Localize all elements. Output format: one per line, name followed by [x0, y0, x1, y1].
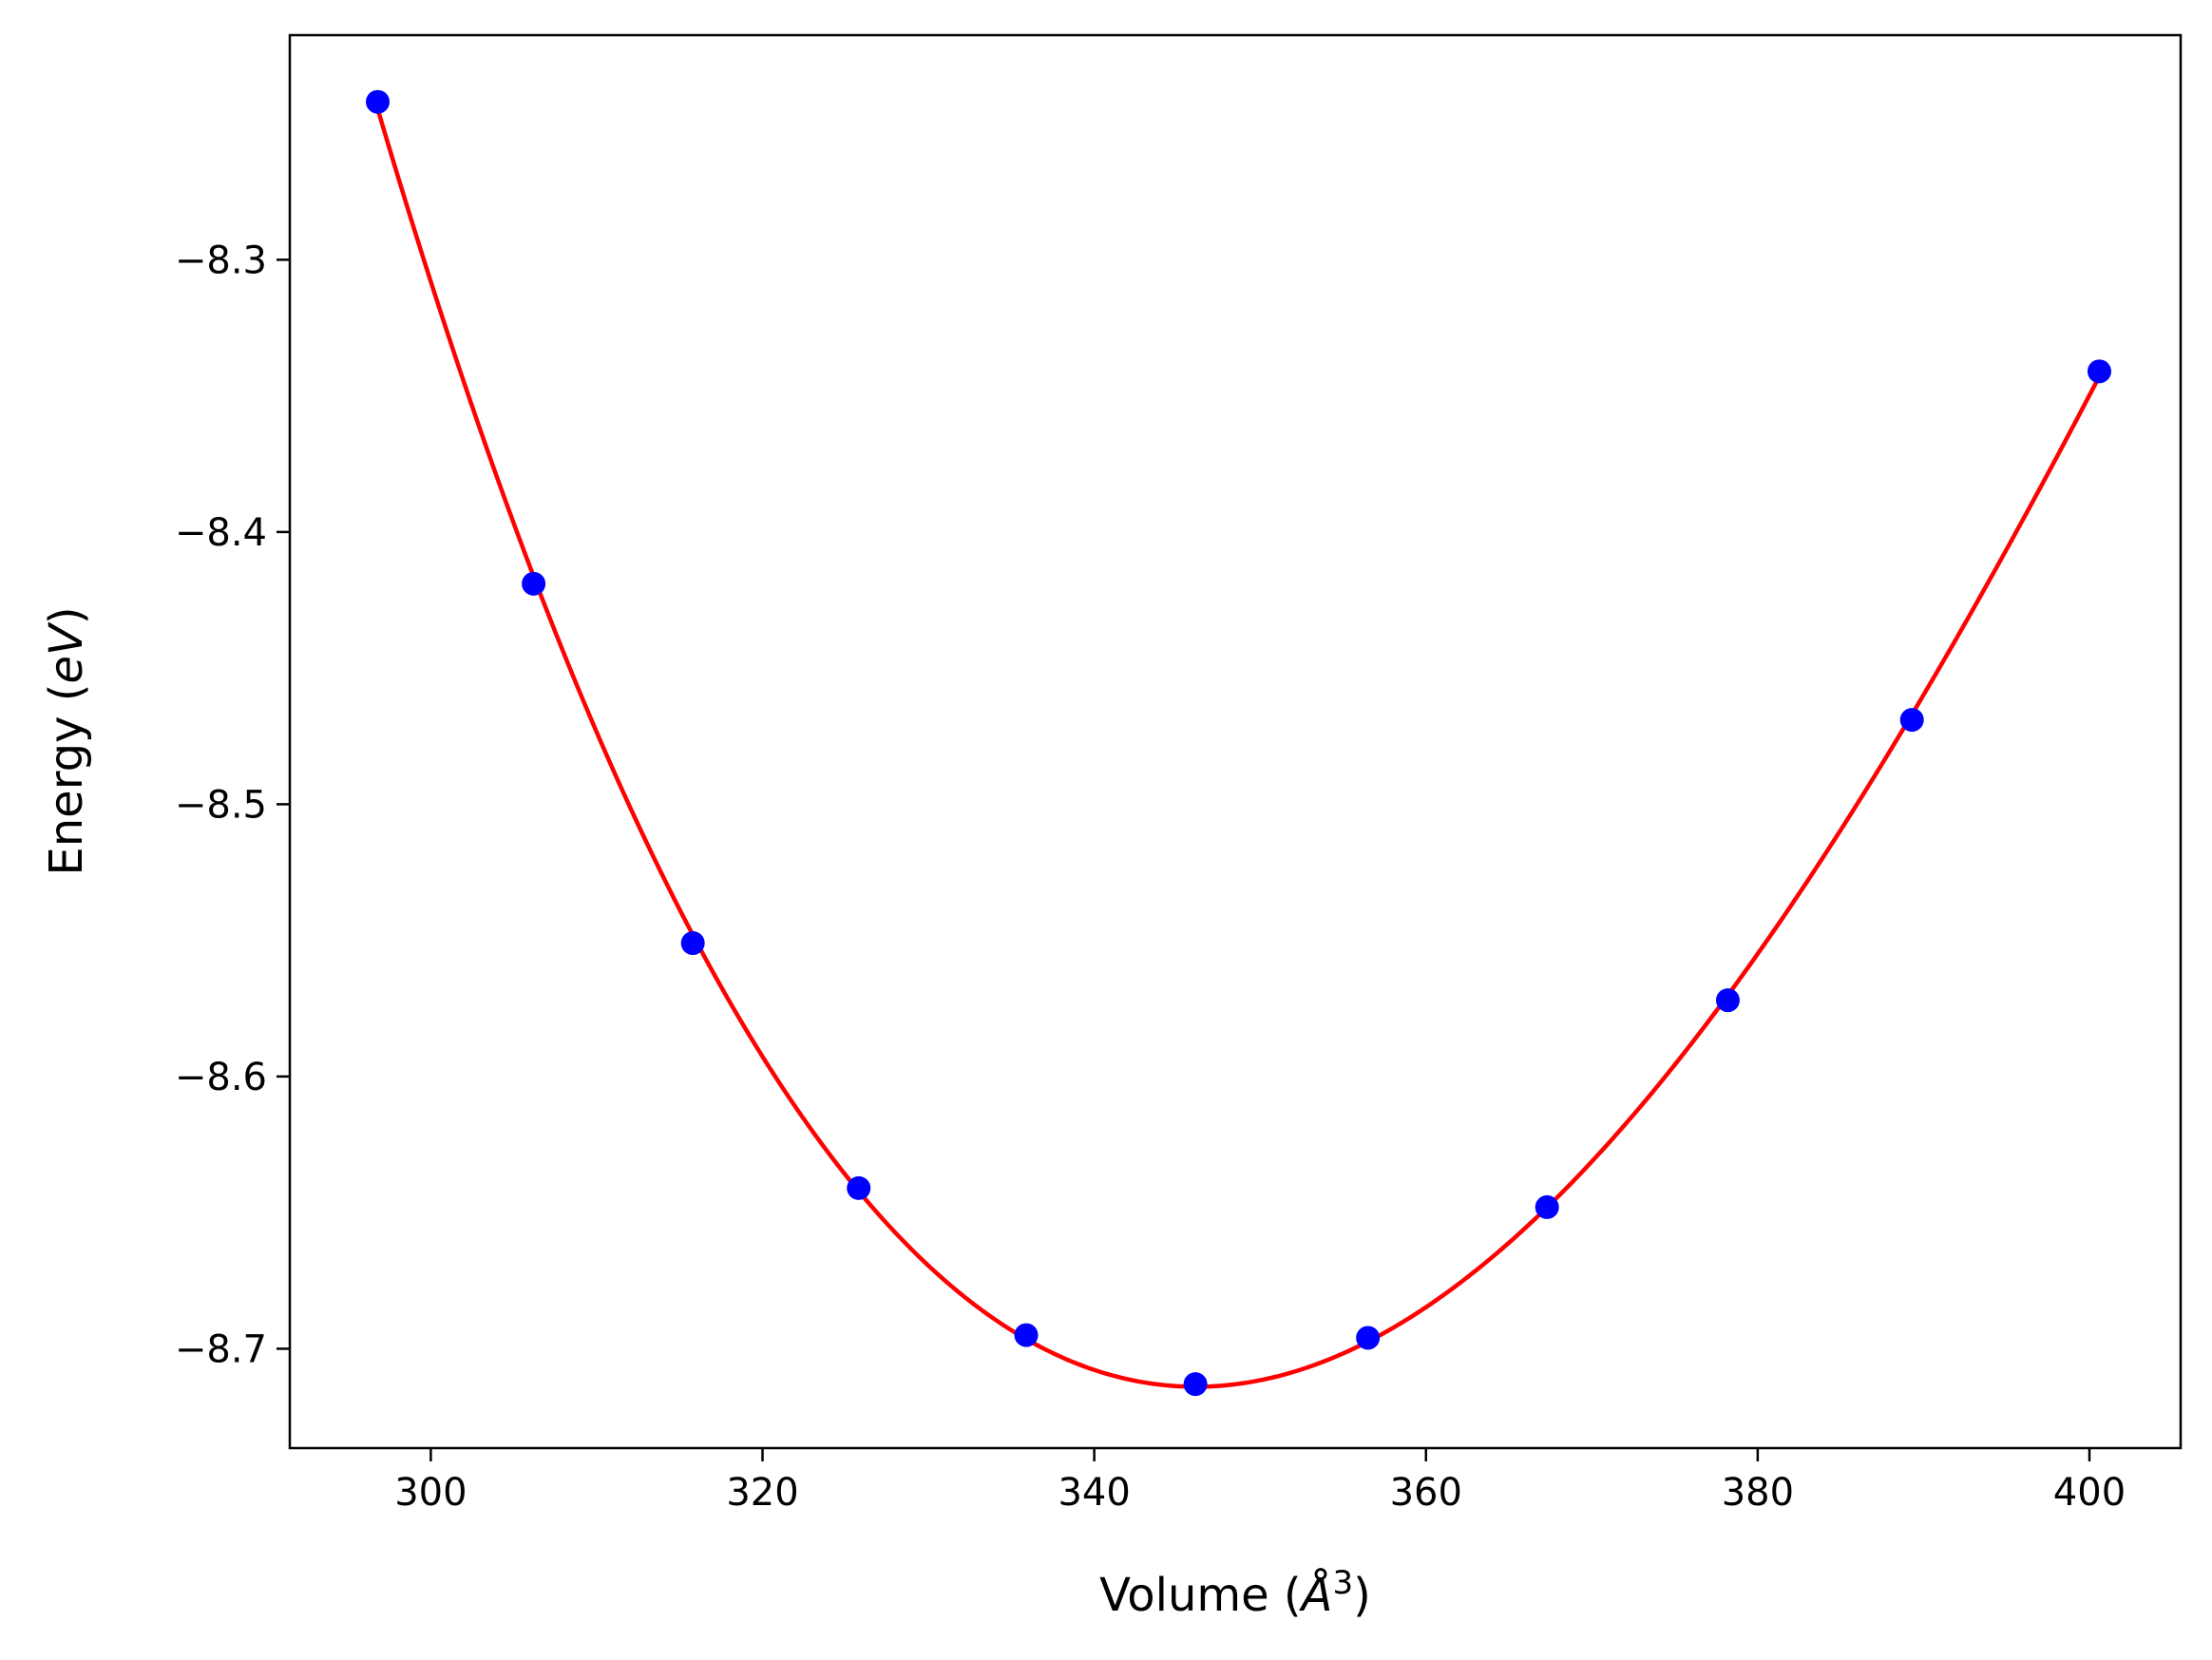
y-tick-label: −8.3: [175, 239, 267, 282]
y-tick-label: −8.7: [175, 1327, 267, 1371]
y-tick-label: −8.4: [175, 511, 267, 555]
x-axis-title: Volume (Å3): [1099, 1564, 1371, 1622]
data-point: [522, 571, 546, 596]
y-axis-ticks: −8.3 −8.4 −8.5 −8.6 −8.7: [175, 239, 290, 1371]
data-point: [2087, 359, 2111, 384]
plot-area: [366, 89, 2111, 1397]
data-point: [1014, 1323, 1039, 1347]
x-tick-label: 380: [1722, 1471, 1794, 1515]
data-point: [847, 1175, 871, 1200]
x-tick-label: 320: [726, 1471, 798, 1515]
x-tick-label: 400: [2053, 1471, 2126, 1515]
y-tick-label: −8.6: [175, 1056, 267, 1099]
data-point: [1183, 1372, 1208, 1397]
data-point: [1356, 1326, 1381, 1350]
x-axis-ticks: 300 320 340 360 380 400: [394, 1448, 2126, 1515]
data-point: [1535, 1194, 1559, 1219]
y-tick-label: −8.5: [175, 783, 267, 827]
data-point: [1715, 988, 1740, 1013]
x-tick-label: 340: [1058, 1471, 1130, 1515]
y-axis-title: Energy (eV): [40, 606, 93, 875]
x-tick-label: 360: [1390, 1471, 1462, 1515]
axes-frame: [288, 33, 2183, 1450]
data-point: [1899, 708, 1924, 733]
data-point: [366, 89, 391, 114]
fit-curve: [375, 108, 2102, 1389]
data-point: [680, 931, 705, 956]
x-tick-label: 300: [394, 1471, 467, 1515]
